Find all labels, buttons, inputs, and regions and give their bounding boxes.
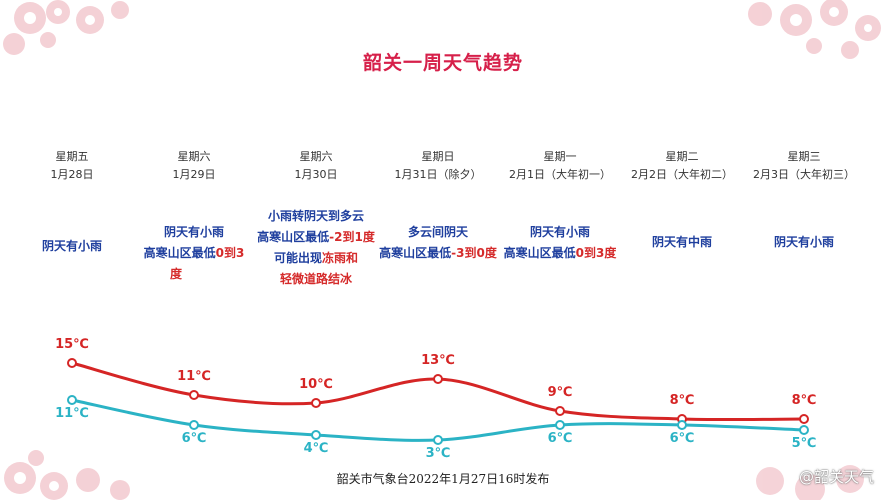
forecast-line: 阴天有小雨 xyxy=(773,235,834,249)
forecast-line: 可能出现冻雨和 xyxy=(246,248,386,269)
high-temp-point xyxy=(189,390,199,400)
forecast-warning: 0到3 xyxy=(215,246,245,260)
high-temp-point xyxy=(433,374,443,384)
high-temp-point xyxy=(799,414,809,424)
weekday-label: 星期六 xyxy=(299,150,333,163)
weekday-label: 星期六 xyxy=(177,150,211,163)
forecast-line: 高寒山区最低0到3度 xyxy=(490,243,630,264)
date-label: 1月28日 xyxy=(50,168,94,181)
forecast-line: 阴天有小雨 xyxy=(529,225,590,239)
forecast-line: 多云间阴天 xyxy=(407,225,468,239)
day-header: 星期一 2月1日（大年初一） xyxy=(498,148,622,184)
date-label: 1月29日 xyxy=(172,168,216,181)
paper-cut-flower-top-left xyxy=(3,0,129,55)
date-label: 1月30日 xyxy=(294,168,338,181)
forecast-segment: 高寒山区最低 xyxy=(379,246,452,260)
day-header: 星期五 1月28日 xyxy=(10,148,134,184)
forecast-warning: 轻微道路结冰 xyxy=(279,272,352,286)
low-temp-point xyxy=(189,420,199,430)
date-label: 1月31日（除夕） xyxy=(394,168,482,181)
forecast-line: 阴天有中雨 xyxy=(651,235,712,249)
date-label: 2月3日（大年初三） xyxy=(753,168,855,181)
high-temp-label: 13℃ xyxy=(421,353,455,368)
weekday-label: 星期三 xyxy=(787,150,821,163)
forecast-text: 阴天有小雨 高寒山区最低0到3 度 xyxy=(124,222,264,285)
forecast-warning: -3到0度 xyxy=(451,246,497,260)
high-temp-label: 8℃ xyxy=(669,393,695,408)
high-temp-point xyxy=(311,398,321,408)
forecast-warning: 0到3度 xyxy=(575,246,617,260)
weekday-label: 星期五 xyxy=(55,150,89,163)
forecast-line: 小雨转阴天到多云 xyxy=(267,209,364,223)
forecast-line: 高寒山区最低-3到0度 xyxy=(368,243,508,264)
page-title: 韶关一周天气趋势 xyxy=(362,52,523,74)
day-header: 星期日 1月31日（除夕） xyxy=(376,148,500,184)
forecast-segment: 高寒山区最低 xyxy=(503,246,576,260)
forecast-warning: -2到1度 xyxy=(329,230,375,244)
forecast-segment: 高寒山区最低 xyxy=(257,230,330,244)
high-temp-label: 9℃ xyxy=(547,385,573,400)
low-temp-point xyxy=(311,430,321,440)
issuer-footer: 韶关市气象台2022年1月27日16时发布 xyxy=(336,472,550,486)
day-header: 星期三 2月3日（大年初三） xyxy=(742,148,866,184)
forecast-warning: 度 xyxy=(170,267,183,281)
forecast-segment: 可能出现 xyxy=(273,251,322,265)
paper-cut-flower-bottom-left xyxy=(4,450,130,500)
paper-cut-flower-top-right xyxy=(748,0,881,59)
low-temp-label: 6℃ xyxy=(547,431,573,446)
low-temp-label: 11℃ xyxy=(55,406,89,421)
forecast-line: 阴天有小雨 xyxy=(41,239,102,253)
weekday-label: 星期日 xyxy=(421,150,455,163)
low-temp-point xyxy=(555,420,565,430)
weibo-watermark: @韶关天气 xyxy=(798,468,874,486)
day-header: 星期二 2月2日（大年初二） xyxy=(620,148,744,184)
forecast-line: 高寒山区最低0到3 xyxy=(124,243,264,264)
low-temp-label: 6℃ xyxy=(181,431,207,446)
high-temp-point xyxy=(555,406,565,416)
high-temp-label: 15℃ xyxy=(55,337,89,352)
day-header: 星期六 1月30日 xyxy=(254,148,378,184)
low-temp-label: 3℃ xyxy=(425,446,451,461)
weekday-label: 星期一 xyxy=(543,150,577,163)
low-temp-label: 5℃ xyxy=(791,436,817,451)
date-label: 2月1日（大年初一） xyxy=(509,168,611,181)
date-label: 2月2日（大年初二） xyxy=(631,168,733,181)
low-temp-point xyxy=(67,395,77,405)
weekday-label: 星期二 xyxy=(665,150,699,163)
forecast-text: 小雨转阴天到多云 高寒山区最低-2到1度 可能出现冻雨和 轻微道路结冰 xyxy=(246,206,386,290)
forecast-line: 高寒山区最低-2到1度 xyxy=(246,227,386,248)
low-temp-label: 6℃ xyxy=(669,431,695,446)
low-temp-point xyxy=(433,435,443,445)
forecast-segment: 高寒山区最低 xyxy=(143,246,216,260)
forecast-text: 阴天有中雨 xyxy=(620,232,744,253)
forecast-text: 阴天有小雨 高寒山区最低0到3度 xyxy=(490,222,630,264)
forecast-warning: 冻雨和 xyxy=(322,251,359,265)
high-temp-label: 11℃ xyxy=(177,369,211,384)
forecast-line: 阴天有小雨 xyxy=(163,225,224,239)
forecast-text: 阴天有小雨 xyxy=(10,236,134,257)
low-temp-point xyxy=(677,420,687,430)
high-temp-label: 10℃ xyxy=(299,377,333,392)
high-temp-label: 8℃ xyxy=(791,393,817,408)
day-header: 星期六 1月29日 xyxy=(132,148,256,184)
forecast-text: 多云间阴天 高寒山区最低-3到0度 xyxy=(368,222,508,264)
low-temp-label: 4℃ xyxy=(303,441,329,456)
high-temp-point xyxy=(67,358,77,368)
forecast-text: 阴天有小雨 xyxy=(742,232,866,253)
low-temp-point xyxy=(799,425,809,435)
paper-cut-flower-bottom-right xyxy=(756,465,864,500)
